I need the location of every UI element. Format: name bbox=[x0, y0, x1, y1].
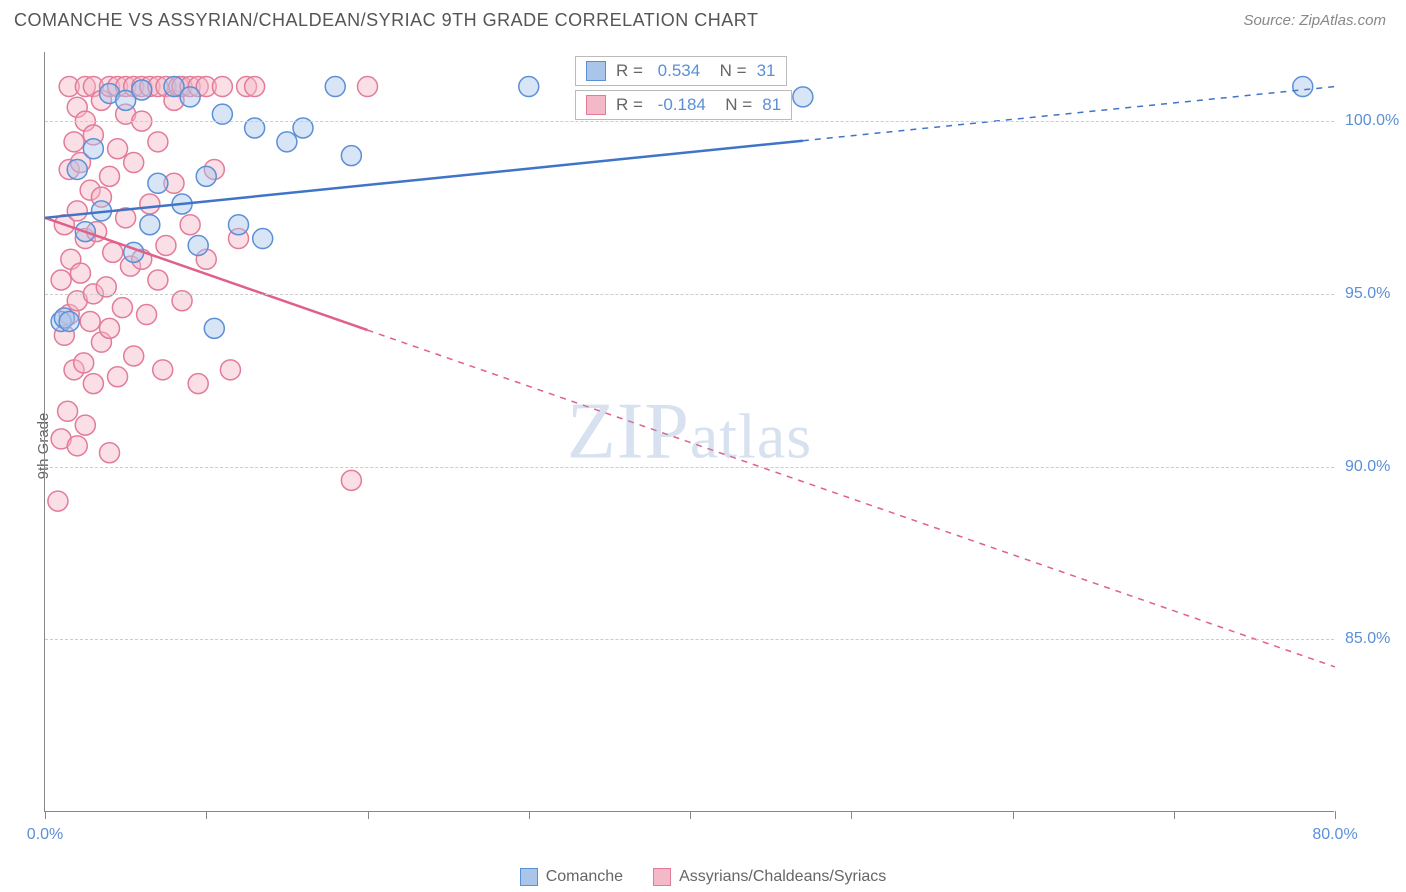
scatter-point bbox=[180, 215, 200, 235]
chart-title: COMANCHE VS ASSYRIAN/CHALDEAN/SYRIAC 9TH… bbox=[14, 10, 758, 31]
xtick-label: 0.0% bbox=[27, 826, 63, 844]
scatter-point bbox=[67, 436, 87, 456]
scatter-point bbox=[103, 242, 123, 262]
ytick-label: 90.0% bbox=[1345, 458, 1390, 476]
scatter-point bbox=[245, 77, 265, 97]
scatter-point bbox=[140, 215, 160, 235]
legend-item-comanche: Comanche bbox=[520, 868, 623, 886]
xtick bbox=[1335, 811, 1336, 819]
legend-item-assyrian: Assyrians/Chaldeans/Syriacs bbox=[653, 868, 886, 886]
scatter-point bbox=[70, 263, 90, 283]
gridline bbox=[45, 639, 1334, 640]
swatch-icon bbox=[653, 868, 671, 886]
scatter-point bbox=[277, 132, 297, 152]
xtick bbox=[368, 811, 369, 819]
scatter-point bbox=[67, 201, 87, 221]
source-label: Source: ZipAtlas.com bbox=[1243, 12, 1386, 29]
scatter-point bbox=[148, 173, 168, 193]
scatter-point bbox=[74, 353, 94, 373]
scatter-point bbox=[212, 77, 232, 97]
scatter-point bbox=[108, 367, 128, 387]
legend-label: Comanche bbox=[546, 868, 623, 886]
scatter-point bbox=[204, 318, 224, 338]
scatter-point bbox=[253, 229, 273, 249]
legend-label: Assyrians/Chaldeans/Syriacs bbox=[679, 868, 886, 886]
scatter-point bbox=[59, 311, 79, 331]
n-value: 31 bbox=[757, 61, 776, 81]
scatter-point bbox=[519, 77, 539, 97]
plot-area: ZIPatlas R = 0.534 N =31 R = -0.184 N =8… bbox=[44, 52, 1334, 812]
xtick bbox=[45, 811, 46, 819]
scatter-point bbox=[83, 374, 103, 394]
legend: Comanche Assyrians/Chaldeans/Syriacs bbox=[0, 868, 1406, 886]
scatter-point bbox=[58, 401, 78, 421]
scatter-point bbox=[83, 139, 103, 159]
scatter-point bbox=[100, 443, 120, 463]
n-value: 81 bbox=[762, 95, 781, 115]
gridline bbox=[45, 121, 1334, 122]
scatter-point bbox=[358, 77, 378, 97]
swatch-icon bbox=[586, 61, 606, 81]
stats-box-assyrian: R = -0.184 N =81 bbox=[575, 90, 792, 120]
scatter-point bbox=[75, 415, 95, 435]
scatter-point bbox=[148, 132, 168, 152]
scatter-point bbox=[220, 360, 240, 380]
scatter-point bbox=[112, 298, 132, 318]
scatter-point bbox=[51, 270, 71, 290]
scatter-point bbox=[188, 235, 208, 255]
scatter-point bbox=[793, 87, 813, 107]
swatch-icon bbox=[520, 868, 538, 886]
trend-line-dashed bbox=[803, 87, 1335, 141]
gridline bbox=[45, 294, 1334, 295]
scatter-point bbox=[325, 77, 345, 97]
ytick-label: 85.0% bbox=[1345, 630, 1390, 648]
xtick bbox=[1013, 811, 1014, 819]
gridline bbox=[45, 467, 1334, 468]
r-value: 0.534 bbox=[658, 61, 701, 81]
scatter-point bbox=[196, 166, 216, 186]
scatter-point bbox=[229, 215, 249, 235]
ytick-label: 95.0% bbox=[1345, 285, 1390, 303]
stats-box-comanche: R = 0.534 N =31 bbox=[575, 56, 787, 86]
xtick bbox=[851, 811, 852, 819]
chart-svg bbox=[45, 52, 1334, 811]
r-value: -0.184 bbox=[658, 95, 706, 115]
scatter-point bbox=[124, 153, 144, 173]
scatter-point bbox=[48, 491, 68, 511]
scatter-point bbox=[153, 360, 173, 380]
scatter-point bbox=[108, 139, 128, 159]
xtick bbox=[206, 811, 207, 819]
xtick bbox=[690, 811, 691, 819]
scatter-point bbox=[80, 311, 100, 331]
xtick bbox=[1174, 811, 1175, 819]
scatter-point bbox=[124, 346, 144, 366]
ytick-label: 100.0% bbox=[1345, 112, 1399, 130]
scatter-point bbox=[341, 470, 361, 490]
scatter-point bbox=[137, 305, 157, 325]
scatter-point bbox=[180, 87, 200, 107]
scatter-point bbox=[188, 374, 208, 394]
scatter-point bbox=[1293, 77, 1313, 97]
scatter-point bbox=[156, 235, 176, 255]
scatter-point bbox=[67, 159, 87, 179]
scatter-point bbox=[132, 80, 152, 100]
xtick bbox=[529, 811, 530, 819]
scatter-point bbox=[100, 318, 120, 338]
scatter-point bbox=[148, 270, 168, 290]
scatter-point bbox=[100, 166, 120, 186]
trend-line-dashed bbox=[368, 330, 1336, 667]
xtick-label: 80.0% bbox=[1312, 826, 1357, 844]
scatter-point bbox=[140, 194, 160, 214]
swatch-icon bbox=[586, 95, 606, 115]
scatter-point bbox=[64, 132, 84, 152]
scatter-point bbox=[341, 146, 361, 166]
